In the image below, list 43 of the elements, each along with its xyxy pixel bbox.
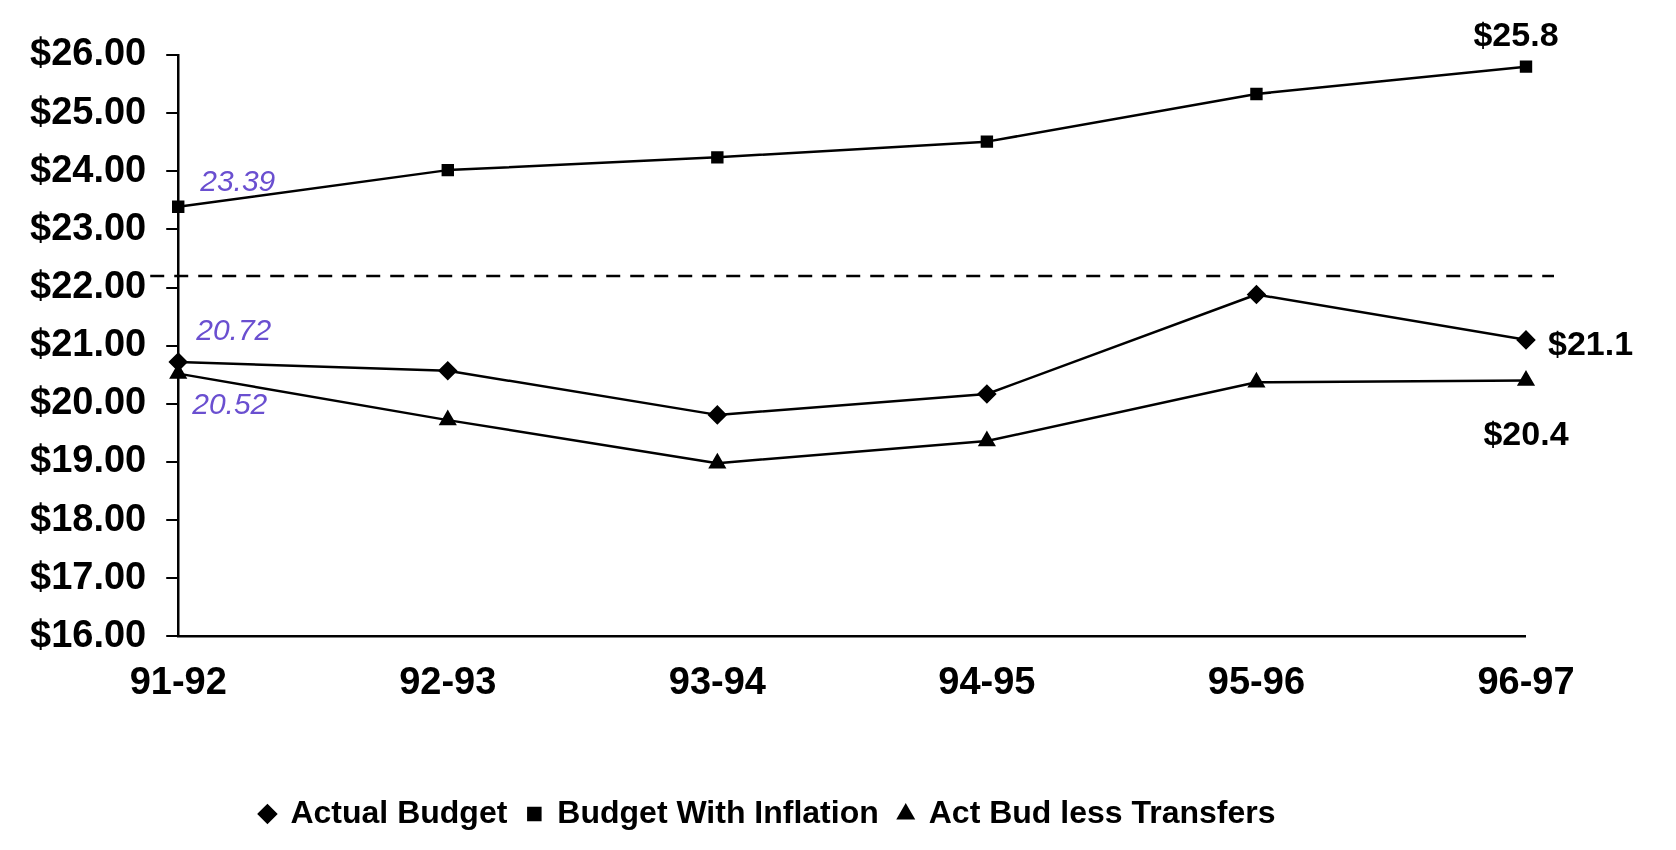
y-tick-label: $23.00 (29, 205, 147, 248)
x-tick-label: 96-97 (1477, 659, 1575, 702)
legend-label: Act Bud less Transfers (928, 793, 1276, 830)
y-tick-label: $19.00 (29, 438, 147, 481)
y-tick-label: $17.00 (29, 554, 147, 597)
legend-label: Actual Budget (290, 793, 508, 830)
x-tick-label: 92-93 (399, 659, 497, 702)
data-label: $25.8 (1473, 15, 1559, 53)
point (1516, 330, 1536, 350)
point (1247, 285, 1266, 304)
point (711, 151, 724, 164)
point (439, 410, 456, 426)
point (1519, 60, 1533, 73)
x-tick-label: 91-92 (129, 659, 227, 702)
point (978, 431, 996, 447)
data-label: $20.4 (1483, 413, 1569, 452)
x-tick-label: 94-95 (938, 659, 1036, 702)
y-tick-label: $16.00 (29, 612, 147, 655)
point (708, 405, 727, 425)
point (980, 135, 994, 148)
point (438, 361, 458, 380)
point (168, 352, 188, 372)
data-label: 23.39 (199, 164, 276, 198)
y-tick-label: $24.00 (29, 147, 147, 190)
x-tick-label: 95-96 (1207, 659, 1306, 702)
y-tick-label: $20.00 (29, 380, 147, 423)
y-tick-label: $18.00 (29, 496, 147, 539)
point (977, 384, 997, 404)
data-label: 20.52 (191, 386, 268, 420)
point (709, 453, 726, 469)
data-label: 20.72 (195, 313, 272, 347)
data-label: $21.1 (1548, 324, 1634, 363)
y-tick-label: $21.00 (29, 322, 147, 365)
y-tick-label: $26.00 (29, 31, 147, 74)
y-tick-label: $22.00 (29, 264, 147, 307)
point (1517, 371, 1535, 386)
legend-label: Budget With Inflation (557, 793, 879, 830)
point (1248, 373, 1265, 388)
point (1250, 87, 1263, 101)
point (441, 163, 454, 177)
point (172, 200, 185, 213)
x-tick-label: 93-94 (668, 659, 766, 702)
y-tick-label: $25.00 (29, 89, 147, 132)
